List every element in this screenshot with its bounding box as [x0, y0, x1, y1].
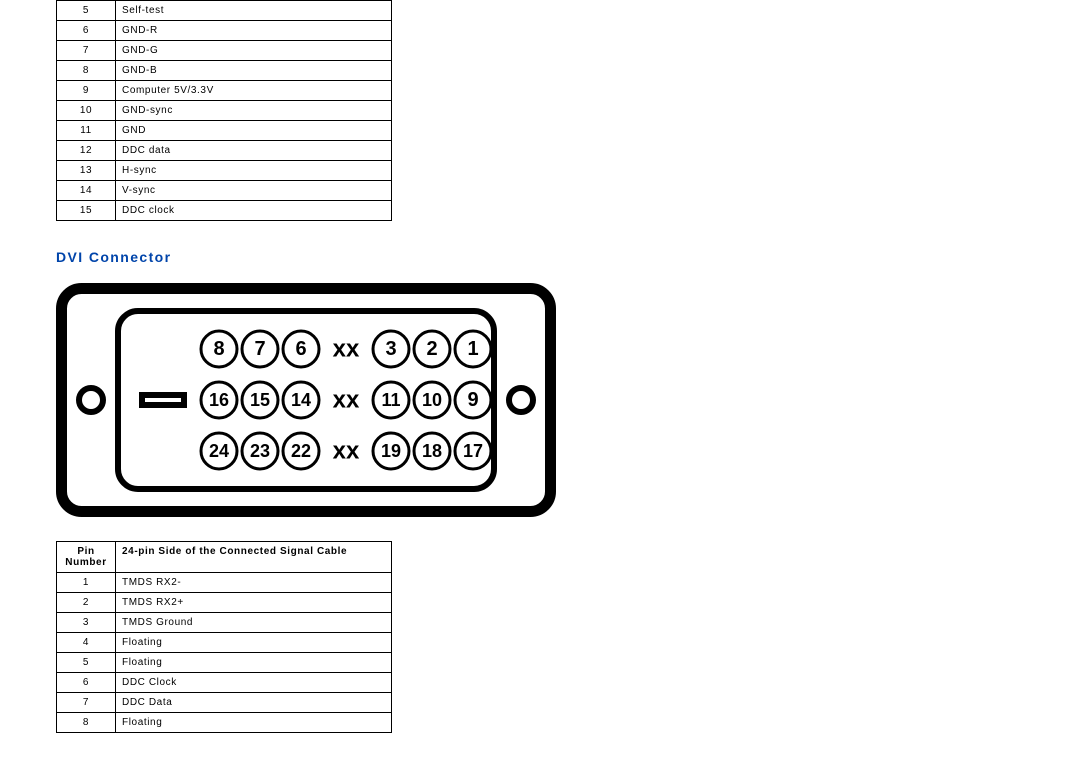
table-row: 10GND-sync: [57, 101, 392, 121]
table-row: 8GND-B: [57, 61, 392, 81]
pin-number-cell: 7: [57, 41, 116, 61]
pin-number-cell: 11: [57, 121, 116, 141]
pin-number-cell: 9: [57, 81, 116, 101]
svg-text:3: 3: [385, 338, 396, 360]
pin-desc-cell: Floating: [116, 713, 392, 733]
svg-text:2: 2: [426, 338, 437, 360]
pin-desc-cell: V-sync: [116, 181, 392, 201]
pin-number-cell: 6: [57, 21, 116, 41]
pin-number-cell: 4: [57, 633, 116, 653]
pin-desc-cell: Self-test: [116, 1, 392, 21]
pin-number-cell: 3: [57, 613, 116, 633]
vga-pin-table: 5Self-test6GND-R7GND-G8GND-B9Computer 5V…: [56, 0, 392, 221]
pin-desc-cell: TMDS RX2+: [116, 593, 392, 613]
svg-text:14: 14: [291, 390, 311, 410]
table-row: 15DDC clock: [57, 201, 392, 221]
pin-number-cell: 5: [57, 653, 116, 673]
table-header-row: Pin Number 24-pin Side of the Connected …: [57, 542, 392, 573]
table-row: 11GND: [57, 121, 392, 141]
svg-text:17: 17: [463, 441, 483, 461]
pin-desc-cell: GND: [116, 121, 392, 141]
svg-text:xx: xx: [333, 336, 360, 363]
pin-desc-cell: Floating: [116, 633, 392, 653]
svg-text:18: 18: [422, 441, 442, 461]
svg-text:7: 7: [254, 338, 265, 360]
table-row: 8Floating: [57, 713, 392, 733]
svg-text:9: 9: [467, 389, 478, 411]
pin-number-cell: 8: [57, 61, 116, 81]
pin-number-cell: 5: [57, 1, 116, 21]
pin-desc-cell: GND-B: [116, 61, 392, 81]
pin-desc-cell: Floating: [116, 653, 392, 673]
pin-desc-cell: Computer 5V/3.3V: [116, 81, 392, 101]
svg-text:23: 23: [250, 441, 270, 461]
dvi-connector-diagram: 8 7 6 xx 3 2 1 16 15 14 xx 11 10 9 24 23 22 xx 19 18 17: [56, 283, 556, 517]
svg-text:19: 19: [381, 441, 401, 461]
table-row: 6DDC Clock: [57, 673, 392, 693]
svg-text:6: 6: [295, 338, 306, 360]
svg-text:xx: xx: [333, 387, 360, 414]
svg-text:22: 22: [291, 441, 311, 461]
table-row: 2TMDS RX2+: [57, 593, 392, 613]
table-row: 12DDC data: [57, 141, 392, 161]
table-row: 7GND-G: [57, 41, 392, 61]
table-row: 13H-sync: [57, 161, 392, 181]
svg-text:10: 10: [422, 390, 442, 410]
table-row: 1TMDS RX2-: [57, 573, 392, 593]
pin-desc-cell: DDC clock: [116, 201, 392, 221]
pin-desc-cell: TMDS RX2-: [116, 573, 392, 593]
table-row: 4Floating: [57, 633, 392, 653]
svg-text:11: 11: [381, 390, 400, 410]
table-row: 9Computer 5V/3.3V: [57, 81, 392, 101]
pin-desc-cell: GND-sync: [116, 101, 392, 121]
pin-desc-cell: DDC Data: [116, 693, 392, 713]
pin-number-cell: 14: [57, 181, 116, 201]
table-row: 5Self-test: [57, 1, 392, 21]
pin-number-cell: 8: [57, 713, 116, 733]
pin-number-cell: 6: [57, 673, 116, 693]
svg-text:1: 1: [467, 338, 478, 360]
pin-desc-cell: TMDS Ground: [116, 613, 392, 633]
pin-number-cell: 2: [57, 593, 116, 613]
table-row: 7DDC Data: [57, 693, 392, 713]
table-row: 14V-sync: [57, 181, 392, 201]
svg-text:24: 24: [209, 441, 229, 461]
pin-desc-cell: H-sync: [116, 161, 392, 181]
pin-desc-cell: GND-R: [116, 21, 392, 41]
pin-number-cell: 10: [57, 101, 116, 121]
dvi-pin-table: Pin Number 24-pin Side of the Connected …: [56, 541, 392, 733]
svg-text:8: 8: [213, 338, 224, 360]
svg-text:xx: xx: [333, 438, 360, 465]
table-row: 5Floating: [57, 653, 392, 673]
pin-number-cell: 1: [57, 573, 116, 593]
pin-number-cell: 15: [57, 201, 116, 221]
svg-text:16: 16: [209, 390, 229, 410]
pin-desc-cell: GND-G: [116, 41, 392, 61]
pin-number-cell: 7: [57, 693, 116, 713]
col-header-pin-number: Pin Number: [57, 542, 116, 573]
page: 5Self-test6GND-R7GND-G8GND-B9Computer 5V…: [0, 0, 1036, 753]
section-heading-dvi: DVI Connector: [56, 249, 1036, 265]
svg-text:15: 15: [250, 390, 270, 410]
table-row: 6GND-R: [57, 21, 392, 41]
pin-desc-cell: DDC Clock: [116, 673, 392, 693]
table-row: 3TMDS Ground: [57, 613, 392, 633]
pin-number-cell: 12: [57, 141, 116, 161]
pin-number-cell: 13: [57, 161, 116, 181]
col-header-signal: 24-pin Side of the Connected Signal Cabl…: [116, 542, 392, 573]
pin-desc-cell: DDC data: [116, 141, 392, 161]
